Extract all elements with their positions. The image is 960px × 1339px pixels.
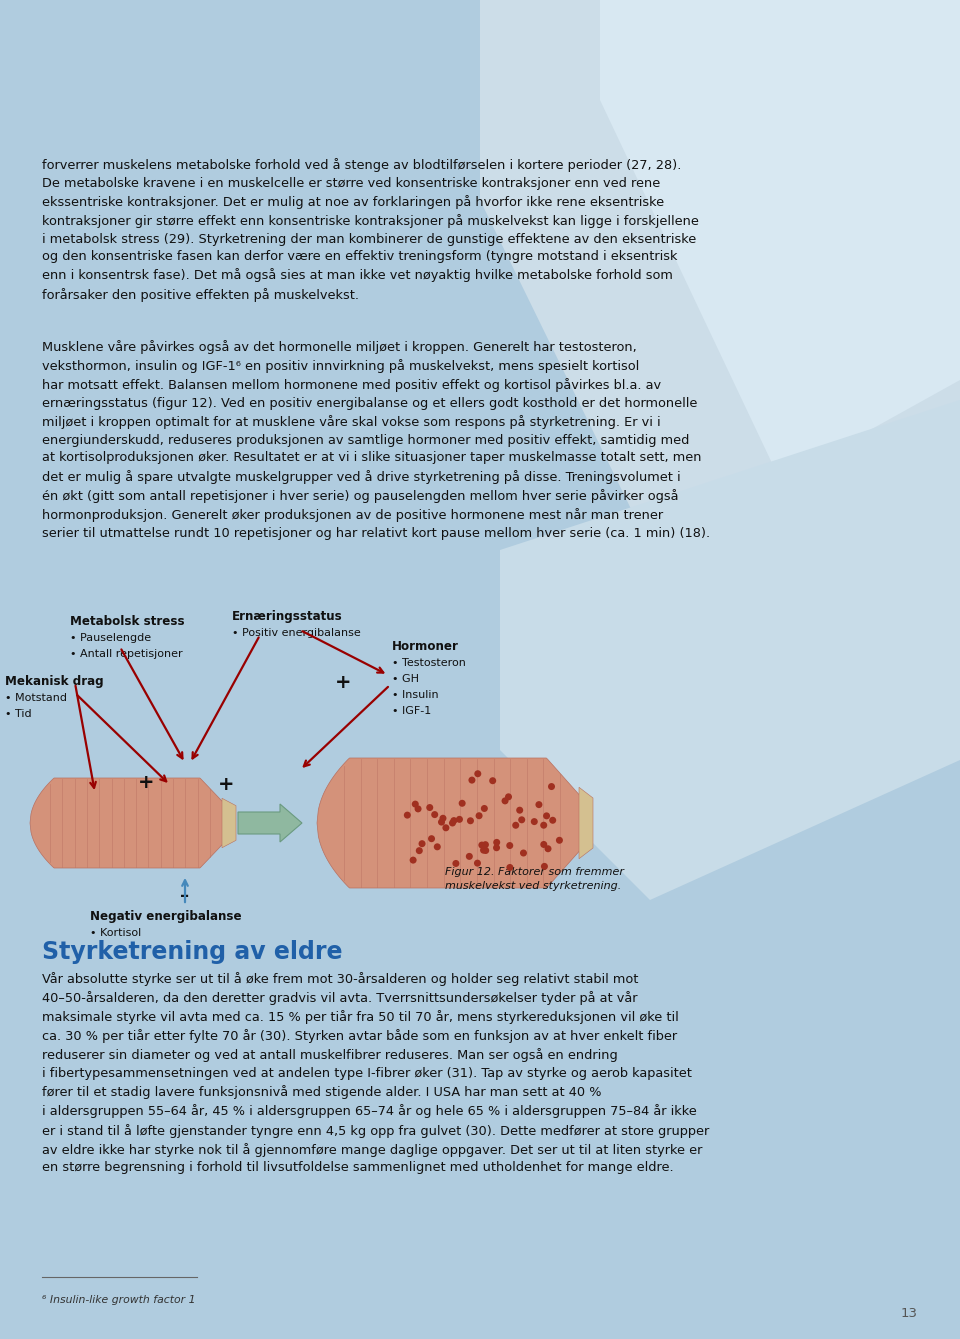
Circle shape — [428, 836, 435, 842]
Circle shape — [556, 837, 563, 844]
Polygon shape — [600, 0, 960, 479]
Circle shape — [520, 849, 527, 857]
Circle shape — [531, 818, 538, 825]
Text: • Antall repetisjoner: • Antall repetisjoner — [70, 649, 182, 659]
Text: ⁶ Insulin-like growth factor 1: ⁶ Insulin-like growth factor 1 — [42, 1295, 196, 1306]
Circle shape — [474, 770, 481, 777]
Circle shape — [467, 817, 474, 825]
Circle shape — [443, 825, 449, 832]
Circle shape — [474, 860, 481, 866]
Circle shape — [544, 845, 551, 852]
Text: • Kortisol: • Kortisol — [90, 928, 141, 939]
Polygon shape — [579, 787, 593, 858]
Circle shape — [434, 844, 441, 850]
Text: –: – — [180, 886, 189, 905]
Text: Styrketrening av eldre: Styrketrening av eldre — [42, 940, 343, 964]
Circle shape — [419, 840, 425, 848]
Circle shape — [404, 811, 411, 818]
Text: • Positiv energibalanse: • Positiv energibalanse — [232, 628, 361, 637]
Circle shape — [518, 817, 525, 823]
Circle shape — [456, 815, 463, 823]
Polygon shape — [500, 400, 960, 900]
Circle shape — [493, 838, 500, 846]
Circle shape — [501, 797, 509, 805]
Text: Vår absolutte styrke ser ut til å øke frem mot 30-årsalderen og holder seg relat: Vår absolutte styrke ser ut til å øke fr… — [42, 972, 709, 1174]
Text: +: + — [335, 674, 351, 692]
Text: • Testosteron: • Testosteron — [392, 657, 466, 668]
Text: Hormoner: Hormoner — [392, 640, 459, 653]
Text: Negativ energibalanse: Negativ energibalanse — [90, 911, 242, 923]
Text: forverrer muskelens metabolske forhold ved å stenge av blodtilførselen i kortere: forverrer muskelens metabolske forhold v… — [42, 158, 699, 301]
Text: • Insulin: • Insulin — [392, 690, 439, 700]
Circle shape — [481, 805, 488, 811]
Circle shape — [506, 842, 514, 849]
Circle shape — [459, 799, 466, 807]
Circle shape — [449, 819, 456, 826]
Text: Figur 12. Faktorer som fremmer
muskelvekst ved styrketrening.: Figur 12. Faktorer som fremmer muskelvek… — [445, 866, 624, 890]
Circle shape — [438, 818, 445, 826]
Text: • Pauselengde: • Pauselengde — [70, 633, 151, 643]
Polygon shape — [317, 758, 587, 888]
Text: Mekanisk drag: Mekanisk drag — [5, 675, 104, 688]
Polygon shape — [480, 0, 960, 649]
Circle shape — [450, 817, 457, 823]
Circle shape — [540, 841, 547, 848]
Circle shape — [410, 857, 417, 864]
Polygon shape — [30, 778, 230, 868]
Circle shape — [516, 806, 523, 814]
Circle shape — [478, 842, 486, 849]
Circle shape — [548, 783, 555, 790]
Text: +: + — [218, 775, 234, 794]
Circle shape — [440, 814, 446, 822]
Text: 13: 13 — [901, 1307, 918, 1320]
Circle shape — [412, 801, 419, 807]
Circle shape — [506, 864, 514, 870]
Text: Metabolsk stress: Metabolsk stress — [70, 615, 184, 628]
Circle shape — [415, 805, 421, 813]
Text: • Motstand: • Motstand — [5, 694, 67, 703]
Circle shape — [490, 777, 496, 785]
Circle shape — [431, 811, 438, 818]
Circle shape — [493, 845, 500, 852]
Circle shape — [426, 803, 433, 811]
Text: Musklene våre påvirkes også av det hormonelle miljøet i kroppen. Generelt har te: Musklene våre påvirkes også av det hormo… — [42, 340, 710, 540]
Circle shape — [416, 848, 422, 854]
Circle shape — [549, 817, 556, 823]
Circle shape — [536, 801, 542, 809]
Circle shape — [452, 860, 460, 866]
Circle shape — [540, 862, 548, 870]
FancyArrow shape — [238, 803, 302, 842]
Circle shape — [468, 777, 475, 783]
Circle shape — [543, 813, 550, 819]
Text: Ernæringsstatus: Ernæringsstatus — [232, 611, 343, 623]
Circle shape — [480, 846, 487, 854]
Text: • GH: • GH — [392, 674, 419, 684]
Circle shape — [540, 822, 547, 829]
Text: • IGF-1: • IGF-1 — [392, 706, 431, 716]
Circle shape — [482, 841, 489, 848]
Circle shape — [475, 813, 483, 819]
Circle shape — [466, 853, 473, 860]
Circle shape — [513, 822, 519, 829]
Circle shape — [482, 848, 490, 854]
Circle shape — [505, 793, 512, 801]
Text: • Tid: • Tid — [5, 708, 32, 719]
Polygon shape — [222, 798, 236, 848]
Text: +: + — [138, 773, 155, 791]
